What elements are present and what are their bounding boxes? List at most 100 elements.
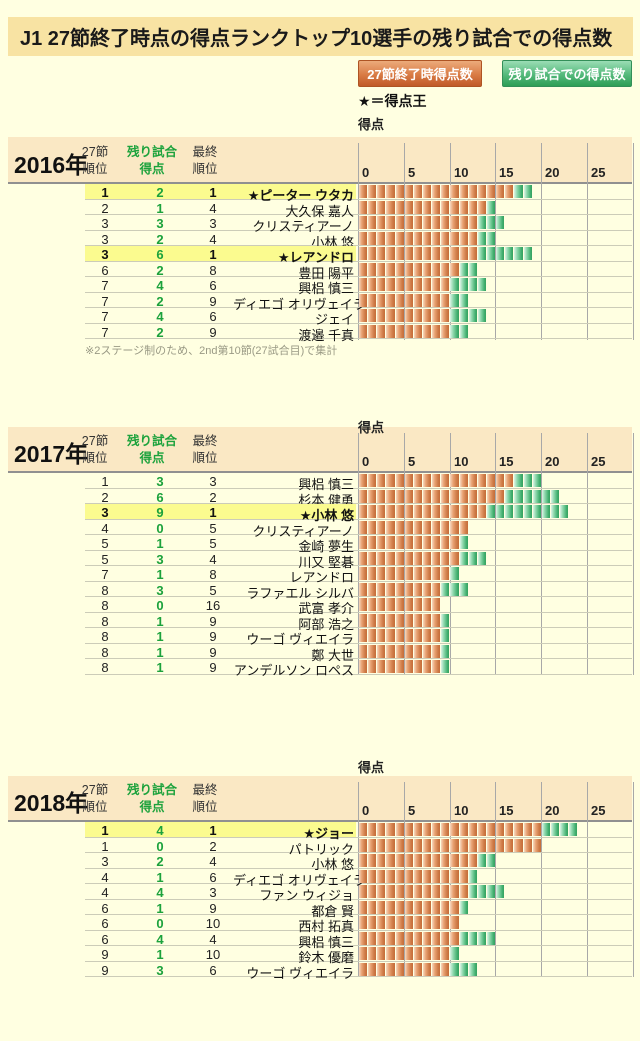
score-bar [359,520,469,534]
column-header-final-rank: 最終 順位 [192,145,218,176]
final-rank-cell: 9 [209,900,217,916]
bar-segment-scored-at-27 [413,869,422,883]
bar-segment-scored-at-27 [377,293,386,307]
bar-segment-remaining [450,582,459,596]
bar-segment-scored-at-27 [404,216,413,230]
bar-segment-scored-at-27 [359,520,368,534]
bar-segment-scored-at-27 [386,567,395,580]
gridline-15 [495,433,496,675]
bar-segment-remaining [441,613,450,627]
bar-segment-scored-at-27 [450,854,459,867]
axis-tick-20: 20 [545,454,560,469]
score-bar [359,885,505,898]
bar-segment-scored-at-27 [386,598,395,611]
bar-segment-scored-at-27 [404,900,413,914]
bar-segment-scored-at-27 [432,916,441,929]
bar-segment-scored-at-27 [514,838,523,852]
rank27-cell: 7 [101,324,109,340]
rank27-cell: 7 [101,567,109,582]
bar-segment-scored-at-27 [413,200,422,214]
axis-tick-15: 15 [499,803,514,818]
bar-segment-scored-at-27 [368,474,377,487]
player-row: 3 6 1 ★レアンドロ [85,246,632,265]
bar-segment-scored-at-27 [422,216,432,230]
final-rank-cell: 16 [205,598,221,613]
bar-segment-scored-at-27 [413,931,422,945]
bar-segment-scored-at-27 [368,916,377,929]
bar-segment-scored-at-27 [450,505,459,518]
bar-segment-scored-at-27 [450,838,459,852]
remaining-goals-cell: 2 [156,262,164,278]
bar-segment-scored-at-27 [386,293,395,307]
rank27-cell: 3 [101,247,109,263]
bar-segment-scored-at-27 [404,598,413,611]
section-2016: 2016年 27節 順位 残り試合 得点 最終 順位 0 5 10 15 20 25 1 2 1 ★ピータ… [0,137,640,360]
bar-segment-remaining [532,489,541,503]
bar-segment-scored-at-27 [413,293,422,307]
bar-segment-scored-at-27 [395,885,404,898]
bar-segment-scored-at-27 [450,185,459,198]
bar-segment-remaining [468,885,477,898]
remaining-goals-cell: 4 [156,931,164,947]
player-name: ジェイ [314,312,354,328]
page-title: J1 27節終了時点の得点ランクトップ10選手の残り試合での得点数 [20,28,613,50]
rank27-cell: 7 [101,309,109,325]
bar-segment-scored-at-27 [432,644,441,658]
axis-tick-15: 15 [499,454,514,469]
bar-segment-scored-at-27 [368,505,377,518]
bar-segment-scored-at-27 [404,262,413,276]
bar-segment-remaining [486,885,496,898]
rank27-cell: 4 [101,520,109,536]
bar-segment-remaining [468,551,477,565]
player-name: アンデルソン ロペス [233,663,354,678]
bar-segment-remaining [459,324,468,338]
bar-segment-scored-at-27 [395,823,404,836]
footnote: ※2ステージ制のため、2nd第10節(27試合目)で集計 [85,344,338,357]
player-name: 小林 悠 [311,857,354,872]
score-bar [359,838,542,852]
final-rank-cell: 1 [209,185,217,200]
bar-segment-remaining [459,900,468,914]
bar-segment-scored-at-27 [441,962,450,976]
bar-segment-scored-at-27 [413,216,422,230]
bar-segment-scored-at-27 [432,231,441,245]
bar-segment-scored-at-27 [404,660,413,673]
bar-segment-remaining [532,505,541,518]
bar-segment-scored-at-27 [432,489,441,503]
bar-segment-scored-at-27 [377,262,386,276]
bar-segment-scored-at-27 [404,644,413,658]
bar-segment-scored-at-27 [404,247,413,261]
bar-segment-remaining [441,660,450,673]
player-name: ディエゴ オリヴェイラ [233,872,366,888]
remaining-goals-cell: 3 [156,474,164,489]
score-bar [359,536,469,549]
bar-segment-scored-at-27 [359,660,368,673]
bar-segment-scored-at-27 [359,885,368,898]
gridline-25 [587,782,588,977]
bar-segment-scored-at-27 [413,885,422,898]
bar-segment-scored-at-27 [432,520,441,534]
bar-segment-scored-at-27 [468,185,477,198]
final-rank-cell: 9 [209,660,217,675]
final-rank-cell: 9 [209,293,217,309]
bar-segment-scored-at-27 [422,489,432,503]
rank27-cell: 4 [101,885,109,900]
bar-segment-scored-at-27 [413,613,422,627]
bar-segment-scored-at-27 [413,324,422,338]
bar-segment-scored-at-27 [413,598,422,611]
bar-segment-scored-at-27 [505,185,514,198]
bar-segment-scored-at-27 [368,613,377,627]
bar-segment-scored-at-27 [422,293,432,307]
bar-segment-remaining [486,200,496,214]
bar-segment-scored-at-27 [404,916,413,929]
axis-tick-5: 5 [408,803,416,818]
score-bar [359,962,478,976]
bar-segment-remaining [450,278,459,292]
bar-segment-remaining [468,262,477,276]
score-bar [359,324,469,338]
bar-segment-scored-at-27 [368,309,377,323]
bar-segment-scored-at-27 [459,520,468,534]
bar-segment-scored-at-27 [359,185,368,198]
bar-segment-scored-at-27 [450,489,459,503]
remaining-goals-cell: 4 [156,309,164,325]
